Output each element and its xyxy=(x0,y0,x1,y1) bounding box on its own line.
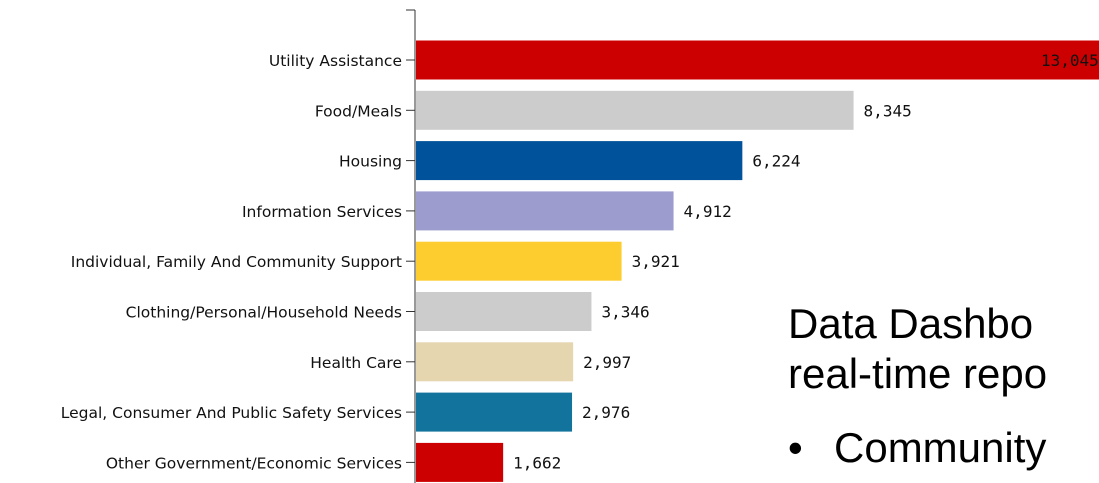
value-label: 2,997 xyxy=(583,353,631,372)
bar xyxy=(416,40,1099,80)
value-label: 4,912 xyxy=(684,202,732,221)
value-label: 6,224 xyxy=(752,152,800,171)
value-labels: 13,045 8,345 6,224 4,912 3,921 3,346 2,997 2,97… xyxy=(513,51,1099,472)
category-label: Legal, Consumer And Public Safety Servic… xyxy=(61,404,402,422)
value-label: 2,976 xyxy=(582,403,630,422)
category-label: Information Services xyxy=(242,203,402,221)
bullet-marker: • xyxy=(788,424,803,471)
bar xyxy=(416,442,504,482)
bar xyxy=(416,191,674,231)
bar xyxy=(416,392,573,432)
bars xyxy=(416,40,1099,482)
bar xyxy=(416,90,854,130)
category-label: Utility Assistance xyxy=(269,52,402,70)
category-label: Other Government/Economic Services xyxy=(106,454,402,472)
bar xyxy=(416,292,592,331)
category-label: Individual, Family And Community Support xyxy=(71,253,402,271)
value-label: 13,045 xyxy=(1041,51,1099,70)
slide-text-line-2: real-time repo xyxy=(788,350,1048,397)
category-label: Clothing/Personal/Household Needs xyxy=(126,304,402,322)
y-axis xyxy=(406,9,416,483)
category-label: Food/Meals xyxy=(315,102,402,120)
bullet-text: Community xyxy=(834,424,1047,471)
category-label: Health Care xyxy=(310,354,402,372)
value-label: 3,921 xyxy=(632,252,680,271)
category-label: Housing xyxy=(339,153,402,171)
value-label: 1,662 xyxy=(513,453,561,472)
bar xyxy=(416,141,743,181)
value-label: 3,346 xyxy=(601,303,649,322)
category-labels: Utility Assistance Food/Meals Housing Infor… xyxy=(61,52,402,472)
bar xyxy=(416,241,622,281)
bar xyxy=(416,342,574,382)
slide-text-line-1: Data Dashbo xyxy=(788,300,1034,347)
value-label: 8,345 xyxy=(864,101,912,120)
slide-bullet-item: • Community xyxy=(788,424,1046,472)
